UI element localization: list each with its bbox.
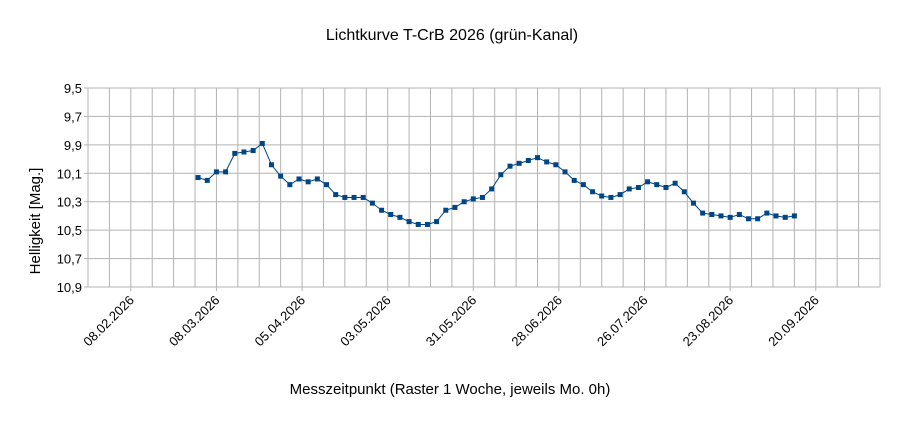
data-point [223,169,229,175]
data-point [690,200,696,206]
data-point [406,219,412,225]
data-point [351,194,357,200]
data-point [250,148,256,154]
data-point [369,200,375,206]
data-point [709,212,715,218]
y-tick-label: 9,5 [64,81,82,96]
y-tick-label: 10,5 [57,223,82,238]
data-point [507,163,513,169]
data-point [333,192,339,198]
y-tick-label: 10,3 [57,195,82,210]
data-point [324,182,330,188]
x-axis-title: Messzeitpunkt (Raster 1 Woche, jeweils M… [290,381,611,398]
data-point [314,176,320,182]
data-point [773,213,779,219]
data-point [599,193,605,199]
data-point [287,182,293,188]
y-tick-label: 9,9 [64,138,82,153]
data-point [635,185,641,190]
data-point [580,182,586,188]
data-point [470,196,476,202]
data-point [498,172,504,178]
data-point [791,213,797,219]
plot-frame [87,87,881,288]
data-point [562,169,568,175]
data-point [232,150,238,156]
data-point [626,186,632,192]
data-point [278,173,284,179]
y-tick-label: 10,7 [57,252,82,267]
data-point [296,176,302,182]
data-point [489,186,495,192]
data-point [424,221,430,227]
data-point [736,212,742,218]
data-point [782,214,788,220]
data-point [590,189,596,195]
data-point [434,219,440,225]
chart-title: Lichtkurve T-CrB 2026 (grün-Kanal) [326,27,578,44]
plot [195,140,797,227]
data-point [342,194,348,200]
data-point [479,194,485,200]
data-point [305,179,311,185]
data-point [461,199,467,205]
data-point [608,194,614,200]
data-point [268,162,274,168]
data-point [645,179,651,185]
data-point [553,162,559,168]
data-point [525,157,531,163]
data-point [617,192,623,198]
data-point [241,149,247,155]
data-point [544,159,550,165]
data-point [654,182,660,188]
data-point [397,214,403,220]
data-point [755,216,761,222]
data-point [663,185,669,190]
y-axis-title: Helligkeit [Mag.] [27,168,44,275]
data-point [443,207,449,213]
data-point [764,210,770,216]
data-point [388,212,394,218]
data-point [452,204,458,210]
data-point [516,160,522,166]
data-point [360,194,366,200]
data-point [204,177,210,183]
data-point [571,177,577,183]
data-point [535,155,541,161]
y-tick-label: 10,1 [57,166,82,181]
data-point [746,216,752,222]
data-point [718,213,724,219]
y-tick-label: 9,7 [64,109,82,124]
data-point [672,180,678,186]
data-point [415,221,421,227]
data-point [195,175,201,181]
data-point [700,210,706,216]
data-point [727,214,733,220]
data-point [259,140,265,146]
y-tick-label: 10,9 [57,280,82,295]
data-point [681,189,687,195]
data-point [379,207,385,213]
data-point [213,169,219,175]
